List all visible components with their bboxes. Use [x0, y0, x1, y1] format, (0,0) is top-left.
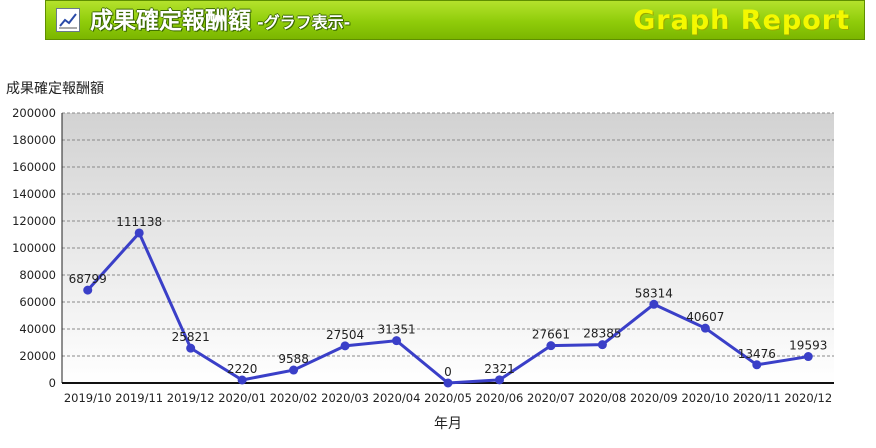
x-tick-label: 2020/02: [270, 391, 318, 405]
x-tick-label: 2019/10: [64, 391, 112, 405]
data-point: [392, 336, 402, 346]
data-point: [649, 299, 659, 309]
report-banner: 成果確定報酬額 -グラフ表示- Graph Report: [45, 0, 865, 40]
data-label: 25821: [172, 330, 210, 344]
y-tick-label: 160000: [12, 160, 56, 174]
data-point: [597, 340, 607, 350]
data-point: [443, 378, 453, 388]
data-point: [186, 343, 196, 353]
x-tick-label: 2020/06: [476, 391, 524, 405]
data-point: [289, 365, 299, 375]
y-tick-label: 80000: [19, 268, 56, 282]
data-point: [237, 375, 247, 385]
x-tick-label: 2020/09: [630, 391, 678, 405]
x-tick-label: 2020/05: [424, 391, 472, 405]
data-label: 2321: [484, 362, 515, 376]
page-subtitle: -グラフ表示-: [257, 13, 351, 32]
brand-logo-text: Graph Report: [633, 5, 850, 36]
data-label: 111138: [116, 215, 162, 229]
y-axis-title: 成果確定報酬額: [6, 81, 104, 97]
data-label: 9588: [278, 352, 309, 366]
data-label: 40607: [686, 310, 724, 324]
y-tick-label: 20000: [19, 349, 56, 363]
y-tick-label: 120000: [12, 214, 56, 228]
data-label: 68799: [69, 272, 107, 286]
y-tick-label: 0: [49, 376, 56, 390]
line-chart-icon: [56, 8, 80, 32]
y-tick-label: 180000: [12, 133, 56, 147]
x-tick-label: 2020/04: [373, 391, 421, 405]
data-label: 13476: [738, 347, 776, 361]
x-tick-label: 2020/07: [527, 391, 575, 405]
page-title-text: 成果確定報酬額: [90, 8, 251, 34]
x-tick-label: 2020/11: [733, 391, 781, 405]
x-tick-label: 2020/08: [579, 391, 627, 405]
data-label: 27661: [532, 328, 570, 342]
data-label: 19593: [789, 339, 827, 353]
x-tick-label: 2019/12: [167, 391, 215, 405]
y-tick-label: 60000: [19, 295, 56, 309]
data-label: 2220: [227, 362, 258, 376]
x-tick-label: 2020/03: [321, 391, 369, 405]
x-tick-label: 2020/12: [784, 391, 832, 405]
x-tick-label: 2020/10: [681, 391, 729, 405]
data-point: [494, 375, 504, 385]
page-title: 成果確定報酬額 -グラフ表示-: [90, 5, 350, 37]
data-label: 28385: [583, 327, 621, 341]
y-tick-label: 100000: [12, 241, 56, 255]
y-tick-label: 200000: [12, 106, 56, 120]
data-label: 0: [444, 365, 452, 379]
data-point: [134, 228, 144, 238]
data-label: 27504: [326, 328, 364, 342]
data-label: 31351: [377, 323, 415, 337]
data-point: [340, 341, 350, 351]
data-point: [546, 341, 556, 351]
x-tick-label: 2020/01: [218, 391, 266, 405]
data-point: [803, 352, 813, 362]
data-label: 58314: [635, 286, 673, 300]
y-tick-label: 140000: [12, 187, 56, 201]
x-tick-label: 2019/11: [115, 391, 163, 405]
y-tick-label: 40000: [19, 322, 56, 336]
data-point: [700, 323, 710, 333]
data-point: [752, 360, 762, 370]
x-axis-title: 年月: [434, 416, 462, 432]
data-point: [83, 285, 93, 295]
